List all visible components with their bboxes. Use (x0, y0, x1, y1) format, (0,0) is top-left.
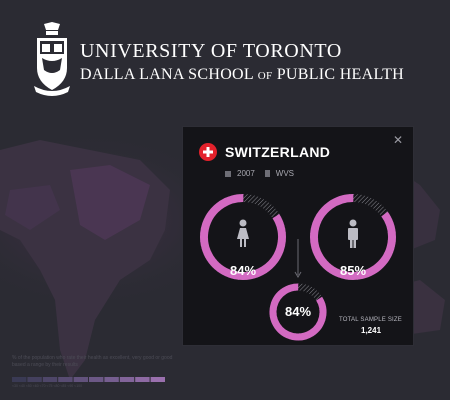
connector-arrow-icon (294, 271, 302, 278)
legend-swatch (58, 377, 73, 382)
panel-meta: 2007 WVS (225, 169, 294, 178)
survey-label: WVS (275, 169, 295, 179)
legend-swatch (119, 377, 135, 382)
ring-charts (200, 194, 396, 341)
school-name-of: OF (257, 70, 273, 82)
male-ring (310, 194, 396, 280)
school-name-part1: DALLA LANA SCHOOL (80, 66, 254, 83)
legend-swatch (27, 377, 42, 382)
legend-swatch (73, 377, 88, 382)
total-ring-fill (269, 283, 327, 341)
legend-swatch (89, 377, 104, 382)
school-name: DALLA LANA SCHOOL OF PUBLIC HEALTH (80, 66, 404, 84)
legend-color-scale (12, 377, 165, 382)
legend-swatch (12, 377, 27, 382)
university-header: UNIVERSITY OF TORONTO DALLA LANA SCHOOL … (34, 22, 434, 106)
male-percent: 85% (339, 263, 367, 278)
swiss-flag-icon (199, 143, 217, 161)
female-ring-fill (200, 194, 286, 280)
legend-swatch (135, 377, 150, 382)
legend-swatch (104, 377, 119, 382)
male-ring-fill (310, 194, 396, 280)
total-ring (269, 283, 327, 341)
female-percent: 84% (229, 263, 257, 278)
close-icon[interactable]: ✕ (392, 133, 403, 147)
bookmark-icon (264, 170, 270, 178)
university-crest-icon (34, 22, 70, 96)
country-name: SWITZERLAND (225, 144, 331, 160)
total-sample-value: 1,241 (361, 326, 382, 335)
year-label: 2007 (237, 169, 255, 179)
legend-description: % of the population who rate their healt… (12, 355, 173, 368)
female-ring (200, 194, 286, 280)
calendar-icon (225, 170, 231, 177)
male-icon (348, 219, 358, 248)
school-name-part2: PUBLIC HEALTH (276, 66, 405, 83)
legend-ticks: <30 <40 <50 <60 <70 <75 <80 <85 <90 <100 (12, 384, 83, 388)
total-percent: 84% (284, 304, 312, 319)
total-sample-label: TOTAL SAMPLE SIZE (339, 317, 402, 323)
country-detail-panel: ✕ SWITZERLAND 2007 WVS 84% 85% (182, 126, 414, 346)
legend-swatch (42, 377, 58, 382)
legend-swatch (150, 377, 165, 382)
university-name: UNIVERSITY OF TORONTO (80, 40, 342, 62)
female-icon (237, 219, 249, 247)
